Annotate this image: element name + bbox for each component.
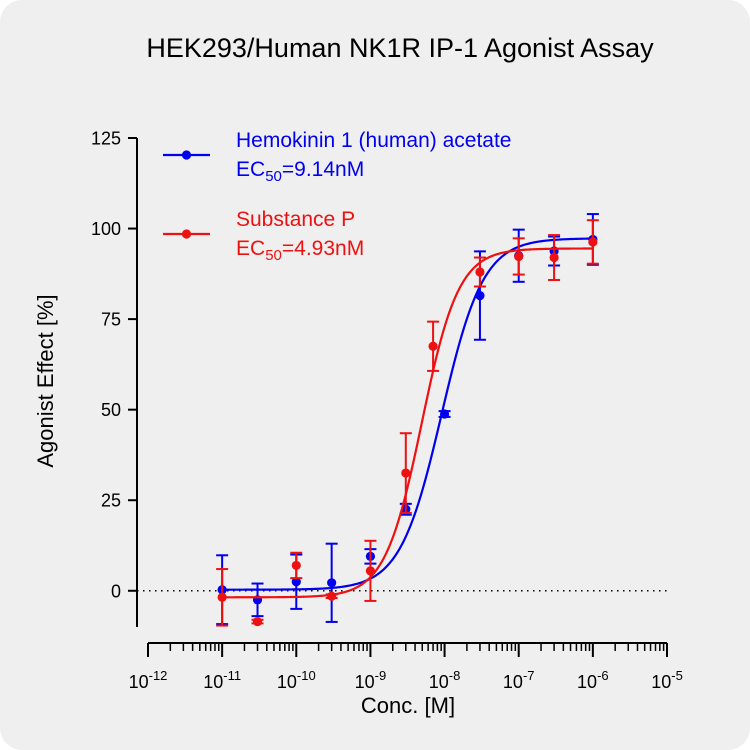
data-point xyxy=(291,560,301,571)
data-point xyxy=(217,592,227,602)
data-point xyxy=(327,591,337,601)
data-point xyxy=(439,409,450,419)
data-point xyxy=(475,267,485,277)
legend-series-name: Substance P xyxy=(236,208,355,231)
data-point xyxy=(428,341,438,351)
data-point xyxy=(588,237,598,247)
series-layer xyxy=(216,213,599,627)
data-point xyxy=(291,577,301,587)
data-point xyxy=(365,566,376,576)
legend: Hemokinin 1 (human) acetate EC50=9.14nM Su… xyxy=(163,129,511,264)
data-point xyxy=(401,468,411,478)
x-tick-label: 10-8 xyxy=(429,668,461,692)
y-axis-label: Agonist Effect [%] xyxy=(33,294,58,467)
chart-title: HEK293/Human NK1R IP-1 Agonist Assay xyxy=(146,33,654,63)
legend-item-1: Hemokinin 1 (human) acetate EC50=9.14nM xyxy=(163,129,511,185)
series-2 xyxy=(216,219,599,627)
legend-ec50: EC50=9.14nM xyxy=(236,158,364,185)
y-tick-label: 0 xyxy=(111,581,121,601)
y-tick-label: 75 xyxy=(101,310,121,330)
series-1 xyxy=(216,213,599,626)
x-axis-label: Conc. [M] xyxy=(361,693,455,718)
legend-ec50: EC50=4.93nM xyxy=(236,237,364,264)
x-tick-label: 10-9 xyxy=(355,668,387,692)
y-tick-label: 50 xyxy=(101,400,121,420)
data-point xyxy=(475,290,485,301)
data-point xyxy=(514,251,524,262)
fit-curve xyxy=(222,247,593,599)
x-tick-label: 10-5 xyxy=(651,668,683,692)
x-tick-label: 10-12 xyxy=(129,668,168,692)
legend-marker xyxy=(181,150,192,160)
x-tick-label: 10-11 xyxy=(203,668,241,692)
x-tick-label: 10-10 xyxy=(277,668,316,692)
legend-item-2: Substance P EC50=4.93nM xyxy=(163,208,364,264)
legend-series-name: Hemokinin 1 (human) acetate xyxy=(236,129,511,152)
y-tick-label: 100 xyxy=(91,219,121,239)
x-axis-ticks: 10-12 10-11 10-10 10-9 10-8 10-7 10-6 10-5 xyxy=(129,643,683,692)
fit-curve xyxy=(222,237,593,591)
y-axis-ticks: 0 25 50 75 100 125 xyxy=(91,129,137,601)
legend-marker xyxy=(181,229,192,239)
x-tick-label: 10-6 xyxy=(577,668,609,692)
data-point xyxy=(327,578,337,588)
data-point xyxy=(549,252,559,263)
data-point xyxy=(252,616,263,627)
x-tick-label: 10-7 xyxy=(503,668,535,692)
y-tick-label: 125 xyxy=(91,129,121,149)
y-tick-label: 25 xyxy=(101,491,121,511)
